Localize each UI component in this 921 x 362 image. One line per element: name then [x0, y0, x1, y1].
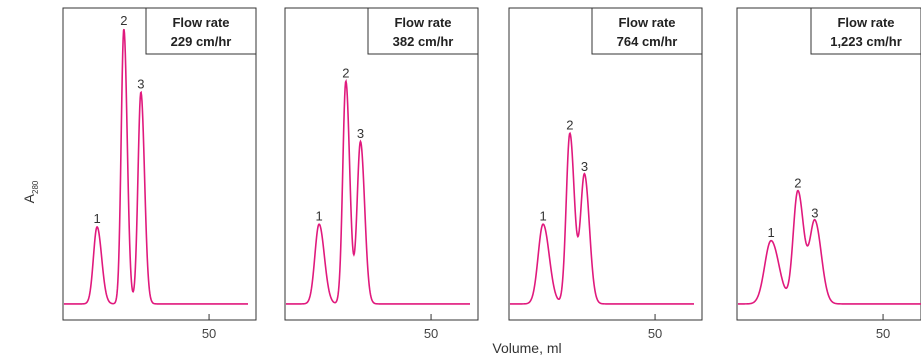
flow-rate-box — [145, 7, 257, 55]
flow-rate-value: 1,223 cm/hr — [830, 34, 902, 49]
chromatogram-trace — [509, 131, 694, 305]
x-tick-label: 50 — [202, 326, 216, 341]
panel-frame — [736, 7, 921, 321]
peak-label-1: 1 — [767, 225, 774, 240]
flow-rate-box — [810, 7, 921, 55]
chromatogram-trace — [737, 189, 921, 305]
y-axis-label-main: A — [21, 193, 37, 203]
flow-rate-box — [591, 7, 703, 55]
flow-rate-title: Flow rate — [394, 15, 451, 30]
flow-rate-title: Flow rate — [837, 15, 894, 30]
peak-label-1: 1 — [93, 211, 100, 226]
panel-frame — [508, 7, 703, 321]
peak-label-3: 3 — [137, 76, 144, 91]
x-axis-label: Volume, ml — [492, 340, 561, 356]
peak-label-2: 2 — [566, 118, 573, 133]
flow-rate-box — [367, 7, 479, 55]
peak-label-2: 2 — [342, 65, 349, 80]
flow-rate-value: 764 cm/hr — [617, 34, 678, 49]
panel-4: Flow rate 1,223 cm/hr 50 1 2 3 — [736, 7, 921, 341]
chromatogram-trace — [285, 78, 470, 305]
panel-1: Flow rate 229 cm/hr 50 1 2 3 — [62, 7, 257, 341]
panel-3: Flow rate 764 cm/hr 50 1 2 3 — [508, 7, 703, 341]
x-tick-label: 50 — [424, 326, 438, 341]
peak-label-3: 3 — [357, 126, 364, 141]
flow-rate-value: 229 cm/hr — [171, 34, 232, 49]
chromatogram-trace — [63, 28, 248, 305]
flow-rate-title: Flow rate — [172, 15, 229, 30]
panels-group: Flow rate 229 cm/hr 50 1 2 3 Flow rate 382 cm/h… — [62, 7, 921, 341]
y-axis-label: A280 — [21, 180, 40, 203]
panel-2: Flow rate 382 cm/hr 50 1 2 3 — [284, 7, 479, 341]
y-axis-label-subscript: 280 — [31, 180, 40, 194]
x-tick-label: 50 — [876, 326, 890, 341]
peak-label-3: 3 — [581, 159, 588, 174]
peak-label-3: 3 — [811, 206, 818, 221]
flow-rate-value: 382 cm/hr — [393, 34, 454, 49]
peak-label-1: 1 — [315, 208, 322, 223]
flow-rate-title: Flow rate — [618, 15, 675, 30]
peak-label-1: 1 — [539, 208, 546, 223]
x-tick-label: 50 — [648, 326, 662, 341]
peak-label-2: 2 — [120, 13, 127, 28]
peak-label-2: 2 — [794, 175, 801, 190]
